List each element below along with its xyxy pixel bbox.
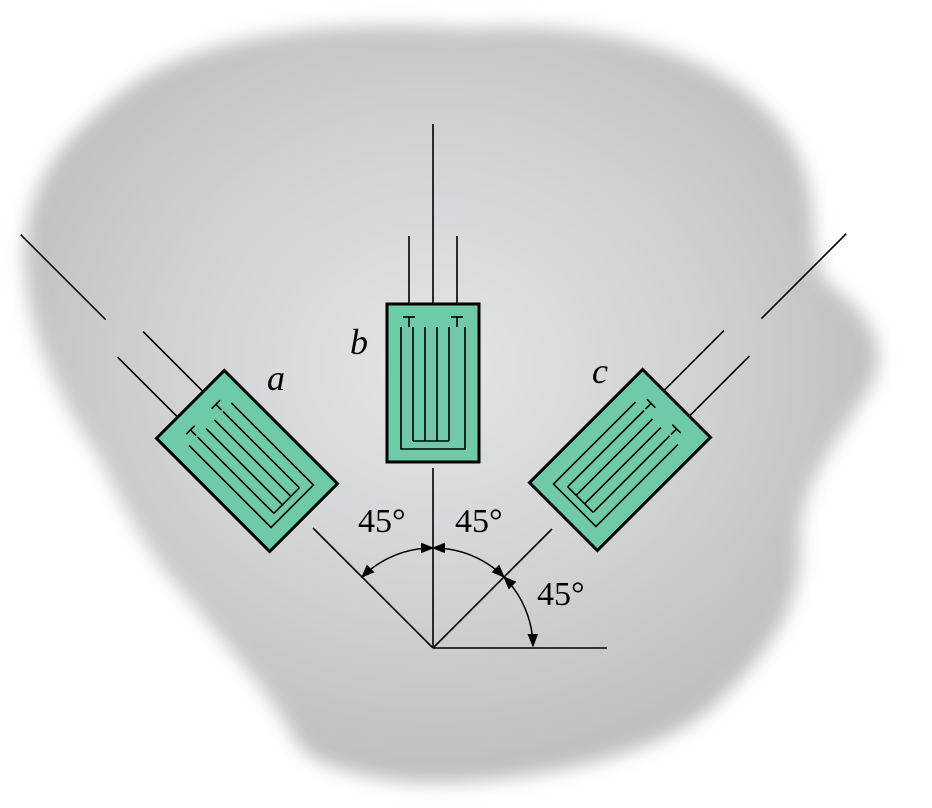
angle-label-c-horizontal: 45° [537, 576, 585, 613]
angle-arc-b-c [431, 542, 505, 578]
angle-arc-c-horizontal [503, 576, 539, 648]
angle-arc-a-b [361, 542, 435, 578]
reference-line-c [432, 528, 553, 649]
angle-label-b-c: 45° [455, 503, 503, 540]
gauge-label-c: c [592, 351, 608, 391]
angle-label-a-b: 45° [358, 503, 406, 540]
strain-gauge-b [385, 124, 481, 464]
strain-gauge-c [527, 233, 847, 553]
gauge-label-a: a [267, 358, 285, 398]
reference-line-a [312, 527, 434, 649]
strain-gauge-a [20, 234, 340, 554]
gauge-label-b: b [350, 322, 368, 362]
